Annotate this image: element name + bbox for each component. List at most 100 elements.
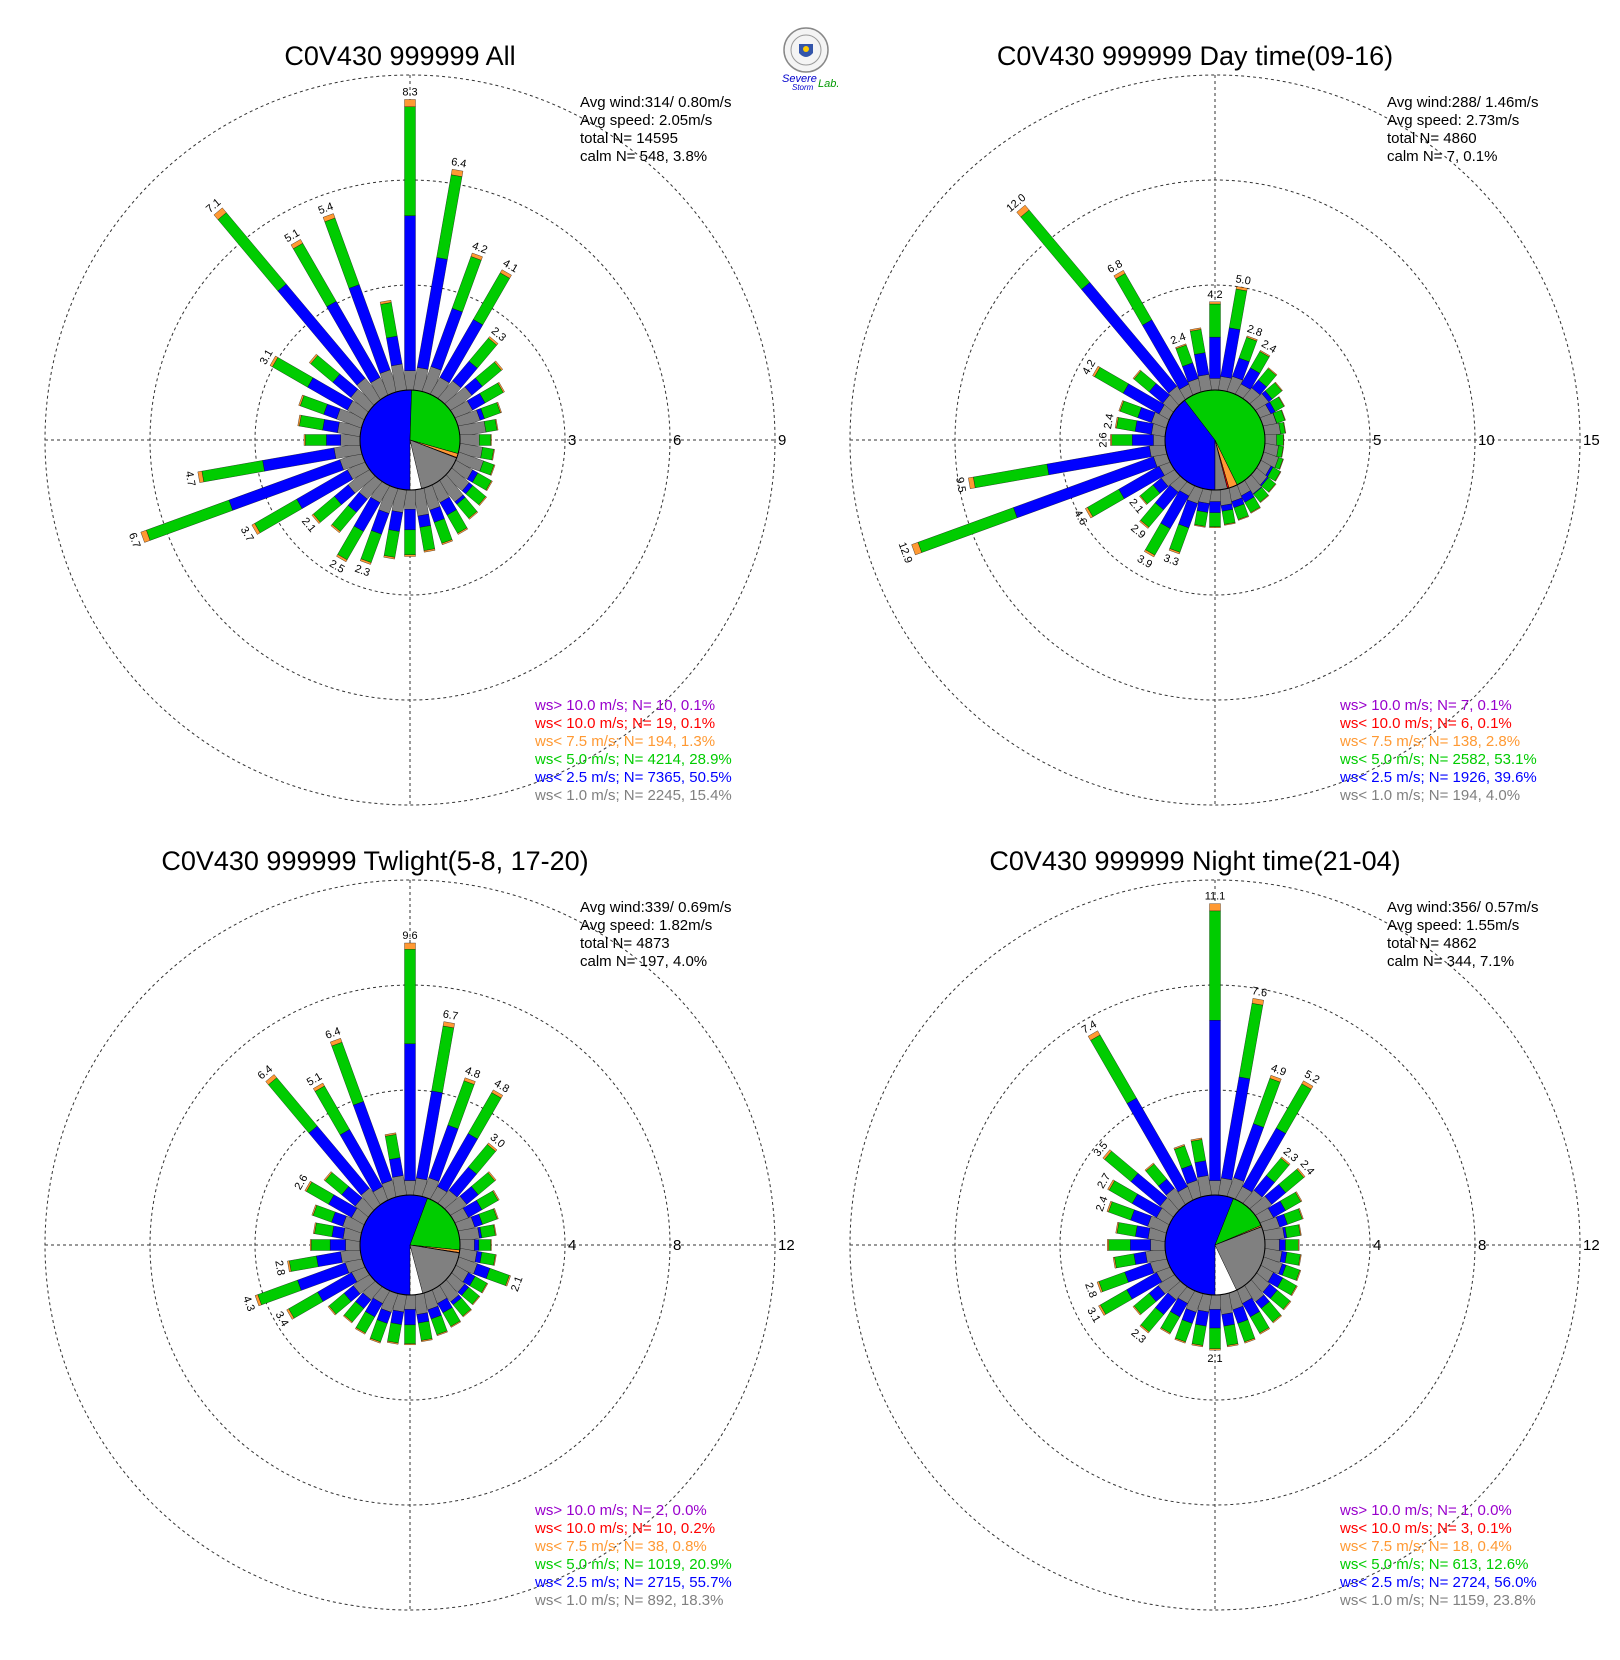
bar-segment-orange xyxy=(1268,483,1277,493)
legend-entry: ws< 7.5 m/s; N= 38, 0.8% xyxy=(534,1538,707,1555)
bar-group xyxy=(1255,1191,1303,1225)
bar-segment-orange xyxy=(490,464,496,476)
bar-group xyxy=(1107,1239,1166,1251)
bar-segment-orange xyxy=(470,252,483,261)
bar-group xyxy=(213,207,383,406)
bar-segment-orange xyxy=(404,554,416,557)
bar-segment-orange xyxy=(311,513,321,524)
bar-group xyxy=(1144,480,1195,558)
bar-group xyxy=(430,1285,461,1328)
bar-segment-orange xyxy=(379,300,392,305)
stat-line: Avg wind:339/ 0.69m/s xyxy=(580,899,731,916)
calm-pie-outline xyxy=(359,389,461,491)
bar-segment-blue xyxy=(329,1239,346,1251)
bar-segment-orange xyxy=(1160,1327,1171,1335)
bar-segment-green xyxy=(1238,1003,1264,1080)
bar-segment-green xyxy=(300,395,328,415)
bar-group xyxy=(1235,350,1271,400)
bar-segment-green xyxy=(1238,337,1258,362)
bar-segment-orange xyxy=(1301,1080,1314,1090)
bar-segment-green xyxy=(314,1222,334,1237)
bar-group xyxy=(311,1204,366,1234)
bar-segment-orange xyxy=(491,449,495,461)
stat-line: Avg wind:356/ 0.57m/s xyxy=(1387,899,1538,916)
bar-segment-orange xyxy=(251,523,261,535)
bar-segment-green xyxy=(1100,1289,1133,1315)
bar-segment-orange xyxy=(497,382,505,393)
bar-label: 2.4 xyxy=(1169,331,1187,348)
bar-segment-orange xyxy=(336,554,348,563)
bar-group xyxy=(1113,270,1195,400)
bar-segment-green xyxy=(1223,1324,1239,1346)
bar-segment-orange xyxy=(369,1338,381,1344)
bar-segment-orange xyxy=(387,1341,399,1345)
bar-segment-orange xyxy=(436,1330,448,1336)
bar-group xyxy=(311,467,376,524)
ring-label: 5 xyxy=(1373,432,1381,449)
bar-group xyxy=(313,1082,390,1205)
bar-segment-orange xyxy=(1274,381,1283,392)
bar-segment-green xyxy=(324,217,360,289)
stat-line: Avg speed: 2.73m/s xyxy=(1387,112,1519,129)
bar-segment-orange xyxy=(1209,526,1221,528)
bar-group xyxy=(1092,365,1175,420)
bar-group xyxy=(254,1256,366,1307)
bar-segment-blue xyxy=(389,1157,404,1178)
panel-title: C0V430 999999 Twlight(5-8, 17-20) xyxy=(161,846,588,876)
bar-segment-green xyxy=(1175,344,1193,367)
bar-group xyxy=(1209,1294,1221,1351)
bar-segment-orange xyxy=(1246,335,1258,342)
bar-group xyxy=(1209,489,1221,528)
bar-group xyxy=(450,382,505,420)
bar-group xyxy=(1139,467,1181,505)
bar-label: 12.9 xyxy=(896,541,915,565)
bar-segment-orange xyxy=(265,1074,277,1085)
bar-segment-orange xyxy=(1175,343,1187,349)
bar-segment-green xyxy=(337,525,364,561)
bar-segment-green xyxy=(1114,1253,1136,1269)
bar-segment-green xyxy=(288,1291,324,1319)
bar-label: 2.1 xyxy=(509,1275,526,1293)
bar-segment-orange xyxy=(968,476,976,489)
bar-group xyxy=(1209,301,1221,391)
bar-group xyxy=(313,1222,362,1242)
bar-segment-orange xyxy=(1087,1030,1101,1041)
bar-segment-orange xyxy=(1102,1149,1112,1160)
panel-title: C0V430 999999 Day time(09-16) xyxy=(997,41,1393,71)
bar-segment-orange xyxy=(1259,1327,1270,1335)
bar-segment-orange xyxy=(1139,495,1148,505)
bar-group xyxy=(458,419,499,437)
bar-group xyxy=(251,460,370,535)
bar-group xyxy=(1226,484,1249,521)
bar-segment-green xyxy=(272,357,314,388)
bar-segment-orange xyxy=(1279,458,1284,470)
bar-segment-orange xyxy=(462,1308,472,1318)
bar-group xyxy=(1249,1167,1306,1218)
bar-segment-green xyxy=(1209,1327,1221,1349)
bar-group xyxy=(1259,1208,1304,1234)
bar-segment-green xyxy=(306,1181,335,1205)
bar-group xyxy=(1144,1162,1188,1211)
bar-group xyxy=(1242,367,1278,406)
bar-group xyxy=(323,1171,376,1218)
bar-segment-orange xyxy=(911,542,922,556)
bar-group xyxy=(1168,484,1204,555)
bar-segment-orange xyxy=(269,355,279,368)
bar-label: 6.4 xyxy=(450,156,467,170)
bar-label: 7.6 xyxy=(1251,985,1268,999)
bar-group xyxy=(437,474,479,520)
bar-group xyxy=(1242,1156,1291,1211)
bar-segment-orange xyxy=(499,269,512,279)
bar-segment-orange xyxy=(1295,1269,1302,1281)
bar-segment-orange xyxy=(488,336,499,346)
legend-entry: ws< 5.0 m/s; N= 613, 12.6% xyxy=(1339,1556,1528,1573)
bar-segment-orange xyxy=(492,1190,500,1201)
legend-entry: ws< 10.0 m/s; N= 6, 0.1% xyxy=(1339,715,1512,732)
legend-entry: ws> 10.0 m/s; N= 10, 0.1% xyxy=(534,697,715,714)
bar-segment-blue xyxy=(1132,434,1154,446)
bar-label: 8.3 xyxy=(402,87,417,99)
bar-segment-orange xyxy=(1290,1285,1298,1296)
stat-line: total N= 4873 xyxy=(580,935,670,952)
bar-segment-blue xyxy=(1135,1225,1151,1239)
legend-entry: ws< 5.0 m/s; N= 2582, 53.1% xyxy=(1339,751,1537,768)
